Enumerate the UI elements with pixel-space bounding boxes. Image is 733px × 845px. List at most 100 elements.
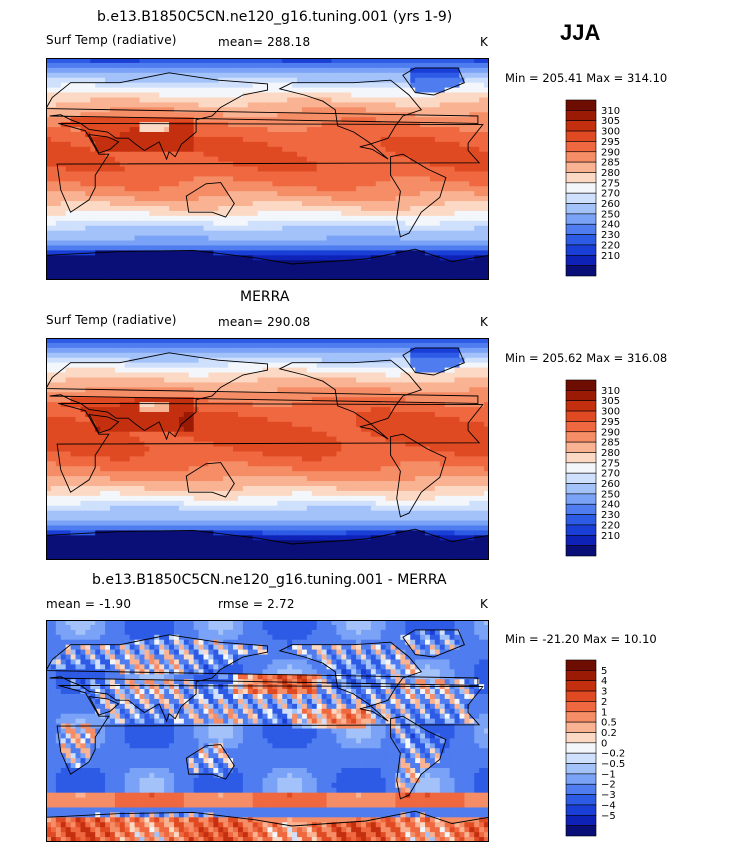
grid-cell [469, 265, 475, 271]
grid-cell [154, 102, 160, 108]
grid-cell [297, 117, 303, 123]
grid-cell [159, 87, 165, 93]
grid-cell [390, 250, 396, 256]
grid-cell [193, 82, 199, 88]
grid-cell [242, 87, 249, 93]
grid-cell [316, 92, 323, 98]
grid-cell [395, 275, 401, 280]
grid-cell [415, 260, 421, 266]
grid-cell [247, 245, 254, 251]
grid-cell [410, 230, 416, 236]
grid-cell [410, 225, 416, 232]
grid-cell [65, 181, 72, 187]
grid-cell [85, 377, 91, 383]
grid-cell [223, 107, 229, 113]
grid-cell [237, 132, 244, 138]
grid-cell [351, 347, 357, 354]
grid-cell [380, 250, 387, 256]
grid-cell [316, 372, 323, 378]
grid-cell [479, 245, 485, 251]
grid-cell [301, 117, 308, 123]
grid-cell [341, 87, 347, 93]
grid-cell [144, 372, 150, 378]
grid-cell [173, 225, 180, 232]
grid-cell [154, 171, 160, 177]
grid-cell [400, 362, 406, 368]
grid-cell [282, 156, 288, 162]
grid-cell [105, 372, 111, 378]
grid-cell [326, 127, 332, 133]
grid-cell [198, 352, 204, 359]
grid-cell [237, 117, 244, 123]
grid-cell [341, 127, 347, 133]
grid-cell [75, 250, 81, 256]
grid-cell [479, 338, 485, 344]
grid-cell [459, 206, 465, 212]
grid-cell [119, 62, 126, 69]
grid-cell [474, 136, 480, 143]
grid-cell [50, 58, 57, 64]
grid-cell [134, 146, 140, 153]
grid-cell [75, 176, 81, 182]
grid-cell [395, 186, 401, 192]
grid-cell [85, 176, 91, 182]
grid-cell [292, 338, 298, 344]
grid-cell [109, 210, 116, 217]
grid-cell [233, 176, 239, 182]
grid-cell [449, 275, 455, 280]
grid-cell [375, 186, 382, 192]
grid-cell [400, 250, 406, 256]
grid-cell [85, 112, 91, 118]
grid-cell [80, 132, 86, 138]
grid-cell [223, 112, 229, 118]
grid-cell [95, 136, 101, 143]
grid-cell [149, 206, 155, 212]
grid-cell [267, 77, 273, 84]
grid-cell [459, 136, 465, 143]
colorbar-box [565, 223, 597, 235]
grid-cell [262, 166, 268, 172]
grid-cell [50, 191, 57, 197]
grid-cell [75, 72, 81, 79]
grid-cell [164, 166, 170, 172]
grid-cell [109, 62, 116, 69]
grid-cell [149, 201, 155, 207]
grid-cell [415, 97, 421, 103]
grid-cell [233, 220, 239, 227]
grid-cell [124, 206, 131, 212]
grid-cell [124, 77, 131, 84]
grid-cell [247, 122, 254, 128]
grid-cell [70, 171, 76, 177]
grid-cell [95, 206, 101, 212]
grid-cell [464, 127, 470, 133]
grid-cell [464, 260, 470, 266]
grid-cell [139, 132, 145, 138]
grid-cell [129, 151, 135, 158]
grid-cell [306, 67, 313, 74]
grid-cell [218, 382, 224, 388]
grid-cell [400, 245, 406, 251]
grid-cell [454, 117, 460, 123]
grid-cell [208, 382, 214, 388]
grid-cell [178, 265, 185, 271]
grid-cell [341, 372, 347, 378]
grid-cell [321, 338, 327, 344]
grid-cell [105, 338, 111, 344]
grid-cell [105, 176, 111, 182]
grid-cell [267, 127, 273, 133]
grid-cell [242, 112, 249, 118]
coastline-northAmerica [278, 79, 423, 160]
grid-cell [178, 367, 185, 373]
grid-cell [169, 377, 175, 383]
grid-cell [129, 112, 135, 118]
grid-cell [183, 382, 190, 388]
grid-cell [149, 338, 155, 344]
grid-cell [252, 201, 259, 207]
grid-cell [149, 146, 155, 153]
grid-cell [321, 112, 327, 118]
grid-cell [134, 122, 140, 128]
grid-cell [134, 176, 140, 182]
grid-cell [351, 270, 357, 276]
grid-cell [434, 352, 441, 359]
grid-cell [484, 186, 489, 192]
